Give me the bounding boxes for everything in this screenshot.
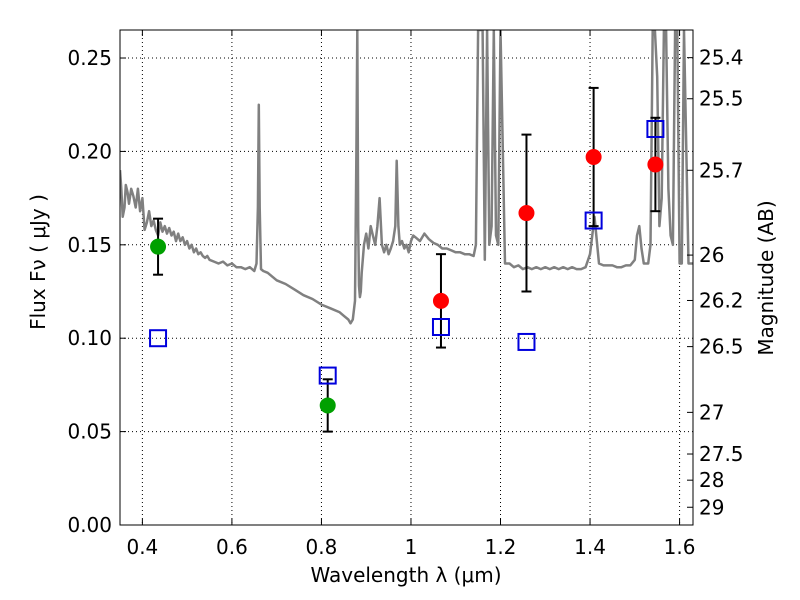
x-tick-label: 1 (405, 535, 418, 559)
model-flux-square (431, 318, 450, 336)
plot-background (120, 30, 693, 525)
data-point (585, 149, 602, 166)
mag-tick-label: 27 (699, 400, 724, 424)
x-tick-label: 1.6 (664, 535, 696, 559)
model-flux-square (517, 332, 536, 351)
data-point (319, 397, 336, 414)
plot-frame (119, 29, 694, 526)
mag-tick-label: 25.5 (699, 87, 744, 111)
y-tick-label: 0.25 (67, 46, 112, 70)
y-tick-label: 0.15 (67, 233, 112, 257)
x-tick-label: 1.2 (485, 535, 517, 559)
y-tick-label: 0.00 (67, 513, 112, 537)
axis-ticks (120, 30, 693, 526)
mag-tick-label: 26.2 (699, 288, 744, 312)
data-point (647, 156, 664, 173)
y-axis-label-right: Magnitude (AB) (754, 200, 778, 355)
grid (120, 30, 693, 526)
mag-tick-label: 25.4 (699, 46, 744, 70)
x-tick-label: 0.6 (216, 535, 248, 559)
y-axis-label: Flux Fν ( μJy ) (26, 194, 50, 330)
mag-tick-label: 25.7 (699, 158, 744, 182)
data-point (150, 238, 167, 255)
model-flux-square (318, 366, 337, 385)
x-tick-label: 1.4 (574, 535, 606, 559)
y-tick-label: 0.10 (67, 326, 112, 350)
x-axis-label: Wavelength λ (μm) (310, 563, 501, 587)
data-point (518, 205, 535, 222)
y-tick-label: 0.20 (67, 139, 112, 163)
mag-tick-label: 28 (699, 468, 724, 492)
mag-tick-label: 29 (699, 495, 724, 519)
model-flux-square (646, 120, 665, 138)
mag-tick-label: 27.5 (699, 442, 744, 466)
data-point (432, 292, 449, 309)
model-flux-square (149, 329, 168, 348)
x-tick-label: 0.8 (306, 535, 338, 559)
data-markers (149, 120, 665, 414)
model-spectrum (120, 30, 693, 325)
mag-tick-label: 26.5 (699, 335, 744, 359)
y-tick-label: 0.05 (67, 420, 112, 444)
x-tick-label: 0.4 (126, 535, 158, 559)
model-flux-square (584, 211, 603, 230)
mag-tick-label: 26 (699, 243, 724, 267)
spectrum-line (120, 30, 693, 325)
